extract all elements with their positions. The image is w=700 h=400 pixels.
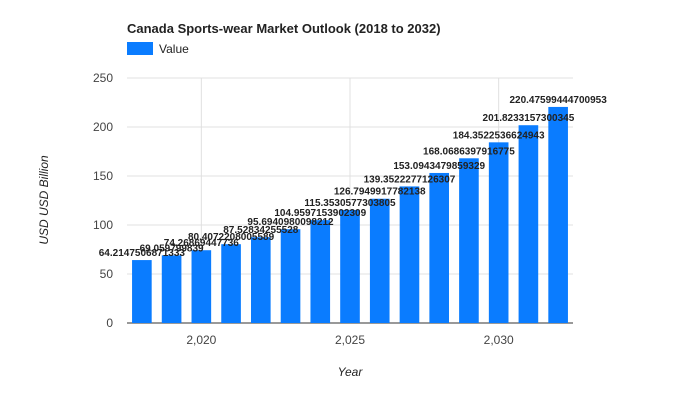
bar bbox=[340, 209, 360, 323]
bar bbox=[191, 250, 212, 323]
data-label: 104.9597153902309 bbox=[274, 208, 366, 219]
y-axis-title: USD USD Billion bbox=[37, 155, 51, 245]
y-tick-label: 0 bbox=[106, 316, 113, 330]
y-tick-label: 200 bbox=[93, 120, 113, 134]
data-label: 184.3522536624943 bbox=[453, 130, 545, 141]
bar bbox=[459, 158, 479, 323]
data-label: 69.059799839 bbox=[140, 243, 204, 254]
x-tick-label: 2,030 bbox=[484, 333, 514, 347]
y-tick-label: 50 bbox=[100, 267, 114, 281]
bar bbox=[250, 237, 271, 323]
data-label: 87.52834255528 bbox=[223, 225, 299, 236]
ticks-layer: 0 50 100 150 200 250 2,020 2,025 2,030 bbox=[93, 71, 514, 347]
data-label: 64.2147506871333 bbox=[99, 248, 186, 259]
data-label: 139.3522277126307 bbox=[364, 174, 456, 185]
bar bbox=[132, 260, 152, 323]
bar bbox=[488, 142, 509, 323]
chart-title: Canada Sports-wear Market Outlook (2018 … bbox=[127, 21, 441, 36]
legend-label: Value bbox=[159, 42, 189, 56]
x-tick-label: 2,020 bbox=[186, 333, 216, 347]
data-labels-layer: 64.214750687133369.05979983974.268694477… bbox=[99, 95, 607, 259]
y-tick-label: 100 bbox=[93, 218, 113, 232]
bar bbox=[399, 186, 420, 323]
bars-layer bbox=[132, 106, 568, 323]
data-label: 126.7949917782138 bbox=[334, 187, 426, 198]
x-tick-label: 2,025 bbox=[335, 333, 365, 347]
y-tick-label: 150 bbox=[93, 169, 113, 183]
bar bbox=[221, 244, 241, 323]
data-label: 201.8233157300345 bbox=[483, 113, 575, 124]
bar bbox=[280, 229, 301, 323]
bar bbox=[429, 172, 450, 323]
y-tick-label: 250 bbox=[93, 71, 113, 85]
bar bbox=[548, 106, 568, 323]
bar bbox=[518, 125, 539, 323]
data-label: 80.4072208005589 bbox=[188, 232, 275, 243]
data-label: 220.47599444700953 bbox=[509, 95, 607, 106]
x-axis-title: Year bbox=[338, 365, 364, 379]
legend-swatch bbox=[127, 42, 153, 55]
data-label: 74.26869447736 bbox=[164, 238, 240, 249]
data-label: 95.6940980098212 bbox=[247, 217, 334, 228]
data-label: 115.3530577303805 bbox=[304, 198, 396, 209]
data-label: 168.0686397916775 bbox=[423, 146, 515, 157]
bar bbox=[310, 220, 331, 323]
bar bbox=[161, 255, 182, 323]
data-label: 153.0943479859329 bbox=[393, 161, 485, 172]
bar bbox=[369, 198, 390, 323]
